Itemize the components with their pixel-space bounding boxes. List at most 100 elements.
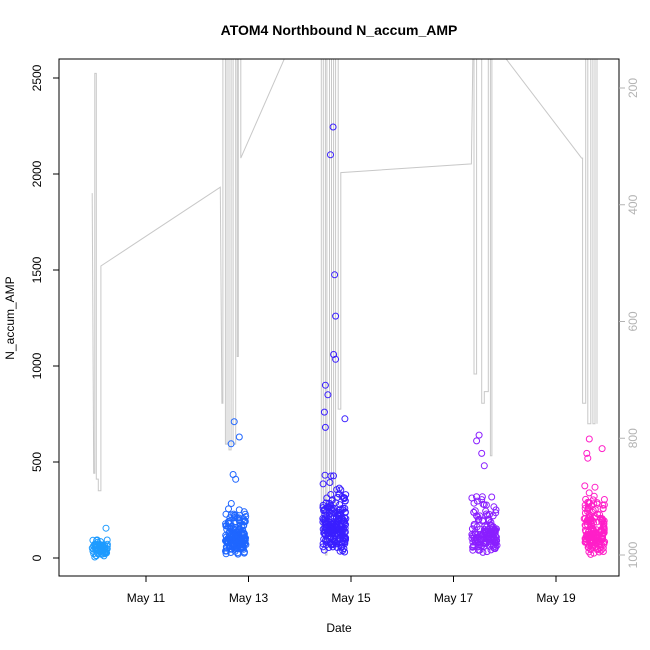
data-point	[589, 507, 597, 514]
data-point	[342, 491, 350, 499]
data-point	[585, 548, 593, 556]
data-point	[469, 546, 477, 554]
data-point	[582, 522, 590, 530]
data-point	[474, 516, 482, 524]
data-point	[235, 522, 243, 530]
data-point	[320, 546, 328, 554]
data-point	[241, 517, 249, 525]
data-point	[489, 523, 497, 531]
y-axis: 0 500 1000 1500 2000 2500	[30, 64, 59, 561]
x-axis: May 11 May 13 May 15 May 17 May 19	[127, 576, 576, 605]
data-point	[235, 514, 243, 522]
data-point	[590, 534, 598, 542]
data-point-outlier	[329, 123, 337, 131]
data-point	[223, 544, 231, 552]
cluster-4	[468, 431, 501, 556]
data-point	[334, 511, 342, 519]
secondary-line	[91, 59, 598, 556]
data-point	[590, 549, 598, 557]
data-point	[319, 504, 327, 512]
cluster-2	[222, 418, 250, 558]
x-tick-label: May 11	[127, 591, 166, 605]
x-tick-label: May 13	[229, 591, 269, 605]
data-point-outlier	[102, 524, 110, 532]
data-point	[323, 536, 331, 544]
data-point	[581, 526, 589, 534]
data-point	[469, 538, 477, 546]
data-point	[468, 494, 476, 502]
data-point	[482, 507, 490, 515]
data-point	[479, 548, 487, 556]
data-point	[593, 499, 601, 507]
data-point-outlier	[332, 355, 340, 363]
y-axis-label: N_accum_AMP	[3, 276, 17, 359]
data-point-outlier	[331, 271, 339, 279]
data-point	[321, 471, 329, 479]
data-point	[339, 526, 347, 534]
data-point	[333, 540, 341, 548]
data-point	[488, 493, 496, 501]
data-point	[231, 524, 239, 531]
data-point	[239, 538, 246, 546]
data-point	[585, 541, 593, 549]
data-point	[319, 501, 327, 509]
data-point	[222, 520, 230, 528]
data-point	[470, 522, 478, 530]
data-point	[326, 479, 334, 486]
data-point-outlier	[341, 415, 349, 423]
data-point	[473, 493, 480, 501]
data-point	[493, 541, 501, 549]
data-point	[600, 496, 608, 503]
y2-tick-label: 600	[626, 311, 640, 331]
data-point	[103, 542, 111, 550]
data-point-outlier	[320, 408, 328, 416]
data-point-outlier	[230, 418, 238, 426]
data-point	[473, 497, 481, 505]
data-point-outlier	[235, 433, 243, 441]
x-axis-label: Date	[326, 621, 352, 635]
data-point	[491, 529, 499, 537]
y2-tick-label: 800	[626, 428, 640, 448]
data-point	[319, 480, 327, 488]
data-point-outlier	[583, 449, 591, 457]
data-point-outlier	[598, 445, 606, 453]
data-point	[581, 482, 589, 490]
data-point	[492, 506, 500, 514]
y-tick-label: 2000	[30, 160, 44, 187]
data-point	[230, 514, 238, 522]
data-point	[321, 526, 329, 534]
data-point	[319, 543, 327, 551]
data-point	[479, 500, 487, 508]
data-point	[341, 494, 348, 502]
data-point	[474, 513, 482, 521]
data-point	[483, 548, 491, 556]
x-tick-label: May 15	[331, 591, 371, 605]
data-point-outlier	[585, 435, 593, 443]
y-tick-label: 1500	[30, 256, 44, 283]
data-point	[239, 515, 247, 522]
data-point	[487, 518, 495, 526]
data-point	[473, 512, 480, 520]
data-point	[223, 547, 231, 555]
data-point	[337, 543, 345, 551]
data-point	[329, 541, 337, 549]
data-point	[477, 535, 485, 542]
data-point-outlier	[232, 475, 240, 483]
data-point	[598, 535, 606, 543]
data-point	[599, 505, 607, 512]
plot-frame	[58, 58, 620, 577]
data-point	[590, 492, 598, 500]
data-point	[587, 502, 595, 510]
data-point	[339, 516, 347, 524]
data-point	[241, 510, 249, 518]
data-point-outlier	[475, 431, 483, 439]
y2-tick-label: 400	[626, 194, 640, 214]
data-point	[330, 472, 337, 480]
y-tick-label: 2500	[30, 64, 44, 91]
y-tick-label: 1000	[30, 352, 44, 379]
plot-area	[88, 59, 609, 561]
data-point	[600, 501, 608, 509]
data-point	[594, 538, 602, 546]
data-point	[592, 526, 600, 534]
cluster-3	[319, 123, 350, 556]
